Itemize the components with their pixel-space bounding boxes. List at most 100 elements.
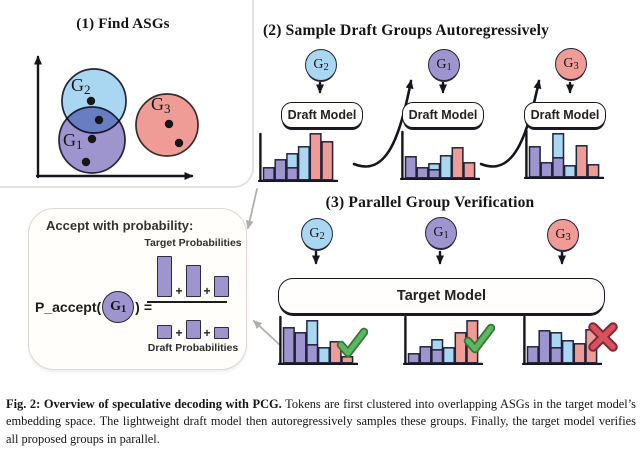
bar-purple (428, 169, 441, 179)
plus-sign: + (175, 326, 183, 340)
target-probability-bars: + + (145, 256, 241, 298)
draft-probabilities-label: Draft Probabilities (147, 342, 239, 354)
cluster-label-g3: G3 (151, 94, 171, 116)
bar-purple (416, 167, 429, 179)
bar-blue (442, 347, 455, 364)
autoregressive-arrow (479, 79, 542, 168)
probability-bar (157, 256, 173, 297)
token-dot (94, 115, 104, 125)
reference-arrow (252, 319, 282, 347)
panel1-title: (1) Find ASGs (76, 16, 170, 32)
bar-red (454, 332, 467, 364)
accept-check-icon (336, 327, 369, 359)
group-label-sub: 1 (443, 229, 449, 241)
group-label: G (313, 57, 324, 72)
target-model-label: Target Model (396, 288, 487, 304)
bar-purple (407, 353, 420, 364)
chart-axes (278, 315, 359, 366)
probability-bar (213, 276, 229, 297)
draft-model-label: Draft Model (530, 108, 600, 122)
probability-bar (213, 327, 229, 339)
group-label: G (309, 226, 320, 241)
group-label: G (436, 57, 447, 72)
bar-blue (297, 146, 310, 181)
draft-model-label: Draft Model (408, 108, 478, 122)
bar-purple (550, 347, 563, 364)
bar-blue (317, 347, 330, 364)
plus-sign: + (175, 284, 183, 298)
bar-purple (282, 327, 295, 364)
accept-check-icon (463, 323, 496, 355)
chart-axes (522, 315, 603, 366)
bar-blue (552, 133, 565, 159)
accept-probability-box: Accept with probability: Target Probabil… (28, 208, 247, 370)
probability-bar (185, 265, 201, 297)
bar-purple (538, 330, 551, 364)
autoregressive-arrow (352, 79, 414, 168)
cluster-label-g2: G2 (71, 75, 91, 97)
bar-purple (540, 162, 553, 178)
draft-model-box-1: Draft Model (281, 102, 363, 128)
bar-purple (431, 349, 444, 364)
reference-arrow (245, 188, 258, 230)
draft-model-box-3: Draft Model (524, 102, 606, 128)
close-paren: ) (135, 299, 140, 315)
token-dot (86, 96, 96, 106)
draft-dist-chart-3 (524, 127, 605, 180)
accept-box-title: Accept with probability: (46, 218, 194, 233)
chart-axes (403, 315, 484, 366)
bar-blue (286, 153, 299, 169)
bar-red (573, 343, 586, 364)
panel2-title: (2) Sample Draft Groups Autoregressively (262, 22, 550, 39)
group-label: G (555, 227, 566, 242)
bar-purple (419, 346, 432, 364)
group-label-sub: 2 (319, 230, 325, 242)
bar-purple (294, 332, 307, 364)
asg-embedding-plot: G2 G1 G3 (34, 55, 199, 180)
plus-sign: + (203, 284, 211, 298)
bar-red (463, 162, 476, 179)
group-label-sub: 1 (120, 303, 127, 315)
caption-bold: Fig. 2: Overview of speculative decoding… (6, 397, 282, 411)
draft-probability-bars: + + (145, 315, 241, 340)
bar-purple (286, 167, 299, 181)
bar-blue (428, 163, 441, 171)
token-dot (87, 134, 97, 144)
reject-cross-icon (587, 321, 619, 353)
bar-blue (563, 165, 576, 178)
bar-purple (274, 159, 287, 181)
probability-bar (157, 325, 173, 339)
group-label-sub: 1 (446, 61, 452, 73)
draft-model-label: Draft Model (287, 108, 357, 122)
bar-blue (306, 320, 319, 346)
group-label-sub: 3 (573, 60, 579, 72)
check-mark-stroke (338, 329, 367, 356)
bar-blue (439, 155, 452, 179)
bar-blue (550, 332, 563, 349)
group-label-sub: 3 (565, 231, 571, 243)
bar-purple (528, 146, 541, 178)
group-label: G (110, 299, 121, 314)
flow-arrows (245, 79, 574, 347)
bar-red (587, 164, 600, 178)
p-accept-text: P_accept( (35, 299, 102, 315)
draft-dist-chart-1 (258, 130, 339, 183)
bar-purple (404, 156, 417, 179)
cross-mark-stroke (590, 324, 616, 350)
group-label: G (433, 225, 444, 240)
panel-divider (0, 0, 254, 188)
check-mark-stroke (465, 325, 494, 352)
bar-red (575, 145, 588, 178)
bar-purple (552, 157, 565, 178)
fraction-line (147, 301, 227, 303)
bar-purple (262, 167, 275, 181)
token-dot (174, 138, 184, 148)
verify-dist-chart-1 (278, 313, 359, 366)
bar-blue (431, 339, 444, 351)
equals-sign: = (143, 299, 153, 315)
